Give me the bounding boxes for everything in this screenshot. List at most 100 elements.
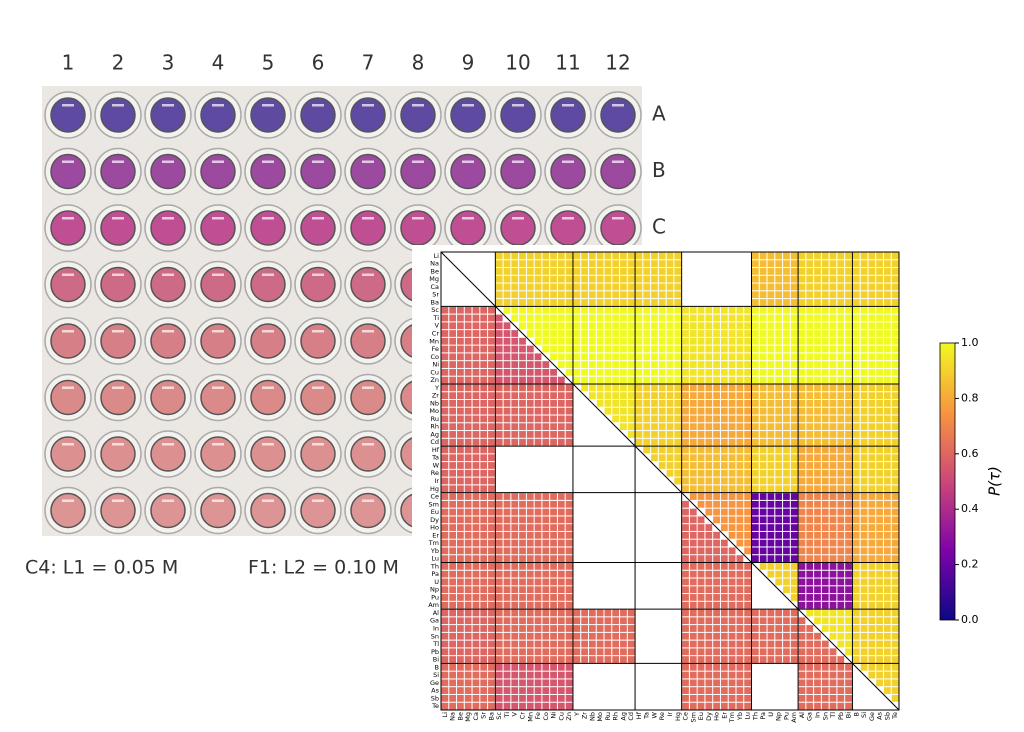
cell	[480, 438, 488, 446]
cell	[581, 260, 588, 268]
cell	[519, 345, 526, 353]
cell	[697, 407, 705, 415]
cell	[783, 446, 790, 454]
cell	[581, 299, 588, 306]
cell	[821, 407, 829, 415]
well	[400, 210, 436, 246]
cell	[519, 594, 526, 601]
cell	[464, 578, 472, 586]
cell	[511, 702, 519, 710]
cell	[674, 337, 682, 345]
cell	[503, 679, 511, 687]
cell	[713, 640, 720, 648]
well-glint	[162, 330, 174, 333]
cell	[674, 361, 682, 368]
cell	[457, 392, 464, 399]
cell	[519, 555, 526, 563]
cell	[759, 423, 767, 431]
cell	[557, 656, 565, 663]
cell	[488, 640, 495, 648]
cell	[689, 524, 697, 531]
cell	[449, 330, 457, 337]
y-label: Sm	[429, 500, 439, 508]
cell	[651, 431, 658, 438]
cell	[449, 493, 457, 500]
cell	[627, 299, 635, 306]
well-glint	[362, 499, 374, 502]
well-glint	[162, 217, 174, 220]
cell	[449, 454, 457, 462]
cell	[635, 291, 643, 299]
cell	[573, 252, 581, 260]
cell	[651, 368, 658, 376]
cell	[542, 493, 550, 500]
cell	[852, 306, 860, 314]
cell	[581, 306, 588, 314]
cell	[852, 454, 860, 462]
cell	[495, 368, 503, 376]
cell	[658, 361, 666, 368]
cell	[752, 555, 759, 563]
cell	[798, 446, 806, 454]
cell	[829, 337, 837, 345]
cell	[814, 438, 821, 446]
cell	[821, 361, 829, 368]
cell	[798, 415, 806, 423]
cell	[860, 392, 868, 399]
cell	[837, 260, 845, 268]
cell	[759, 516, 767, 524]
cell	[488, 570, 495, 578]
cell	[821, 454, 829, 462]
well	[250, 436, 286, 472]
cell	[759, 384, 767, 392]
cell	[511, 337, 519, 345]
cell	[464, 617, 472, 625]
cell	[759, 368, 767, 376]
y-label: Er	[432, 531, 439, 539]
cell	[581, 291, 588, 299]
well-glint	[462, 217, 474, 220]
cell	[457, 663, 464, 671]
cell	[472, 570, 480, 578]
cell	[472, 508, 480, 516]
cell	[620, 345, 627, 353]
well	[200, 323, 236, 359]
well-glint	[312, 443, 324, 446]
well	[300, 436, 336, 472]
cell	[534, 376, 542, 384]
cell	[550, 275, 557, 283]
cell	[689, 656, 697, 663]
cell	[883, 632, 891, 640]
cell	[526, 322, 534, 330]
cell	[720, 516, 728, 524]
cell	[883, 485, 891, 493]
cell	[449, 384, 457, 392]
column-label: 10	[505, 51, 530, 75]
cell	[891, 477, 899, 485]
cell	[542, 586, 550, 594]
well-glint	[312, 160, 324, 163]
cell	[876, 283, 883, 291]
cell	[651, 415, 658, 423]
cell	[728, 586, 736, 594]
x-label: Er	[720, 712, 728, 719]
well	[500, 97, 536, 133]
cell	[526, 431, 534, 438]
cell	[790, 423, 798, 431]
cell	[790, 438, 798, 446]
cell	[876, 291, 883, 299]
cell	[775, 330, 783, 337]
cell	[682, 368, 689, 376]
column-label: 1	[62, 51, 75, 75]
cell	[798, 368, 806, 376]
cell	[651, 423, 658, 431]
cell	[542, 555, 550, 563]
cell	[814, 563, 821, 570]
cell	[837, 376, 845, 384]
cell	[790, 260, 798, 268]
cell	[457, 679, 464, 687]
cell	[457, 671, 464, 679]
cell	[767, 376, 775, 384]
cell	[643, 353, 651, 361]
cell	[814, 663, 821, 671]
